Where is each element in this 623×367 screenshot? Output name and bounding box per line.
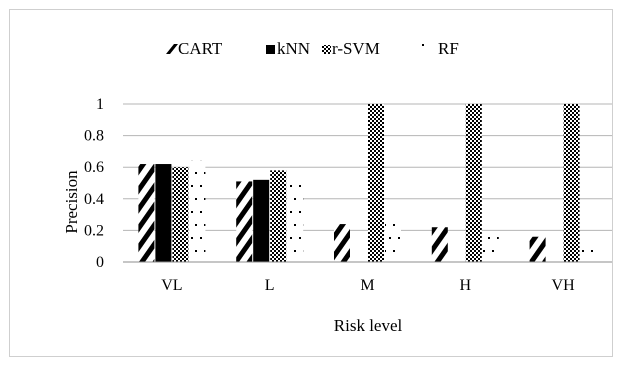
y-axis-title: Precision	[62, 170, 81, 234]
bar-cart-h	[431, 227, 448, 262]
bar-cart-vl	[138, 164, 155, 262]
legend-label-knn: kNN	[277, 39, 310, 58]
legend-item-cart: CART	[166, 39, 223, 58]
y-tick-label: 0.6	[84, 159, 104, 176]
chart-frame	[9, 9, 613, 357]
bar-rsvm-vl	[172, 167, 189, 262]
bar-rsvm-l	[270, 170, 287, 262]
bar-rf-h	[482, 231, 499, 262]
legend-item-rf: RF	[422, 39, 459, 58]
legend-swatch-cart	[166, 44, 178, 54]
x-tick-label: L	[265, 277, 275, 294]
bar-cart-m	[334, 224, 350, 262]
y-tick-labels: 0 0.2 0.4 0.6 0.8 1	[84, 96, 104, 271]
x-tick-label: H	[460, 277, 472, 294]
bar-knn-vl	[155, 164, 172, 262]
y-tick-label: 0.8	[84, 128, 104, 145]
bar-rsvm-vh	[563, 104, 580, 262]
y-tick-label: 1	[96, 96, 104, 113]
legend-label-rf: RF	[438, 39, 459, 58]
bar-rf-vh	[580, 241, 597, 262]
legend-label-cart: CART	[178, 39, 223, 58]
legend-label-rsvm: r-SVM	[332, 39, 380, 58]
bar-cart-l	[236, 181, 253, 262]
legend-swatch-rf	[422, 44, 424, 46]
bar-rf-vl	[189, 160, 206, 262]
x-tick-label: VH	[552, 277, 576, 294]
bar-rsvm-m	[368, 104, 384, 262]
x-axis-title: Risk level	[334, 316, 403, 335]
bar-rf-m	[385, 222, 401, 262]
bar-knn-l	[253, 179, 270, 262]
legend-swatch-rsvm	[322, 45, 331, 54]
y-tick-label: 0	[96, 254, 104, 271]
x-tick-label: M	[360, 277, 374, 294]
x-tick-label: VL	[161, 277, 182, 294]
x-tick-labels: VL L M H VH	[161, 277, 575, 294]
y-tick-label: 0.4	[84, 191, 104, 208]
legend-swatch-knn	[266, 45, 275, 54]
bar-cart-vh	[529, 236, 546, 262]
bar-rf-l	[287, 181, 304, 262]
legend-item-rsvm: r-SVM	[322, 39, 380, 58]
y-tick-label: 0.2	[84, 222, 104, 239]
legend: CART kNN r-SVM RF	[166, 39, 459, 58]
bars	[138, 104, 597, 262]
bar-rsvm-h	[465, 104, 482, 262]
legend-item-knn: kNN	[266, 39, 310, 58]
